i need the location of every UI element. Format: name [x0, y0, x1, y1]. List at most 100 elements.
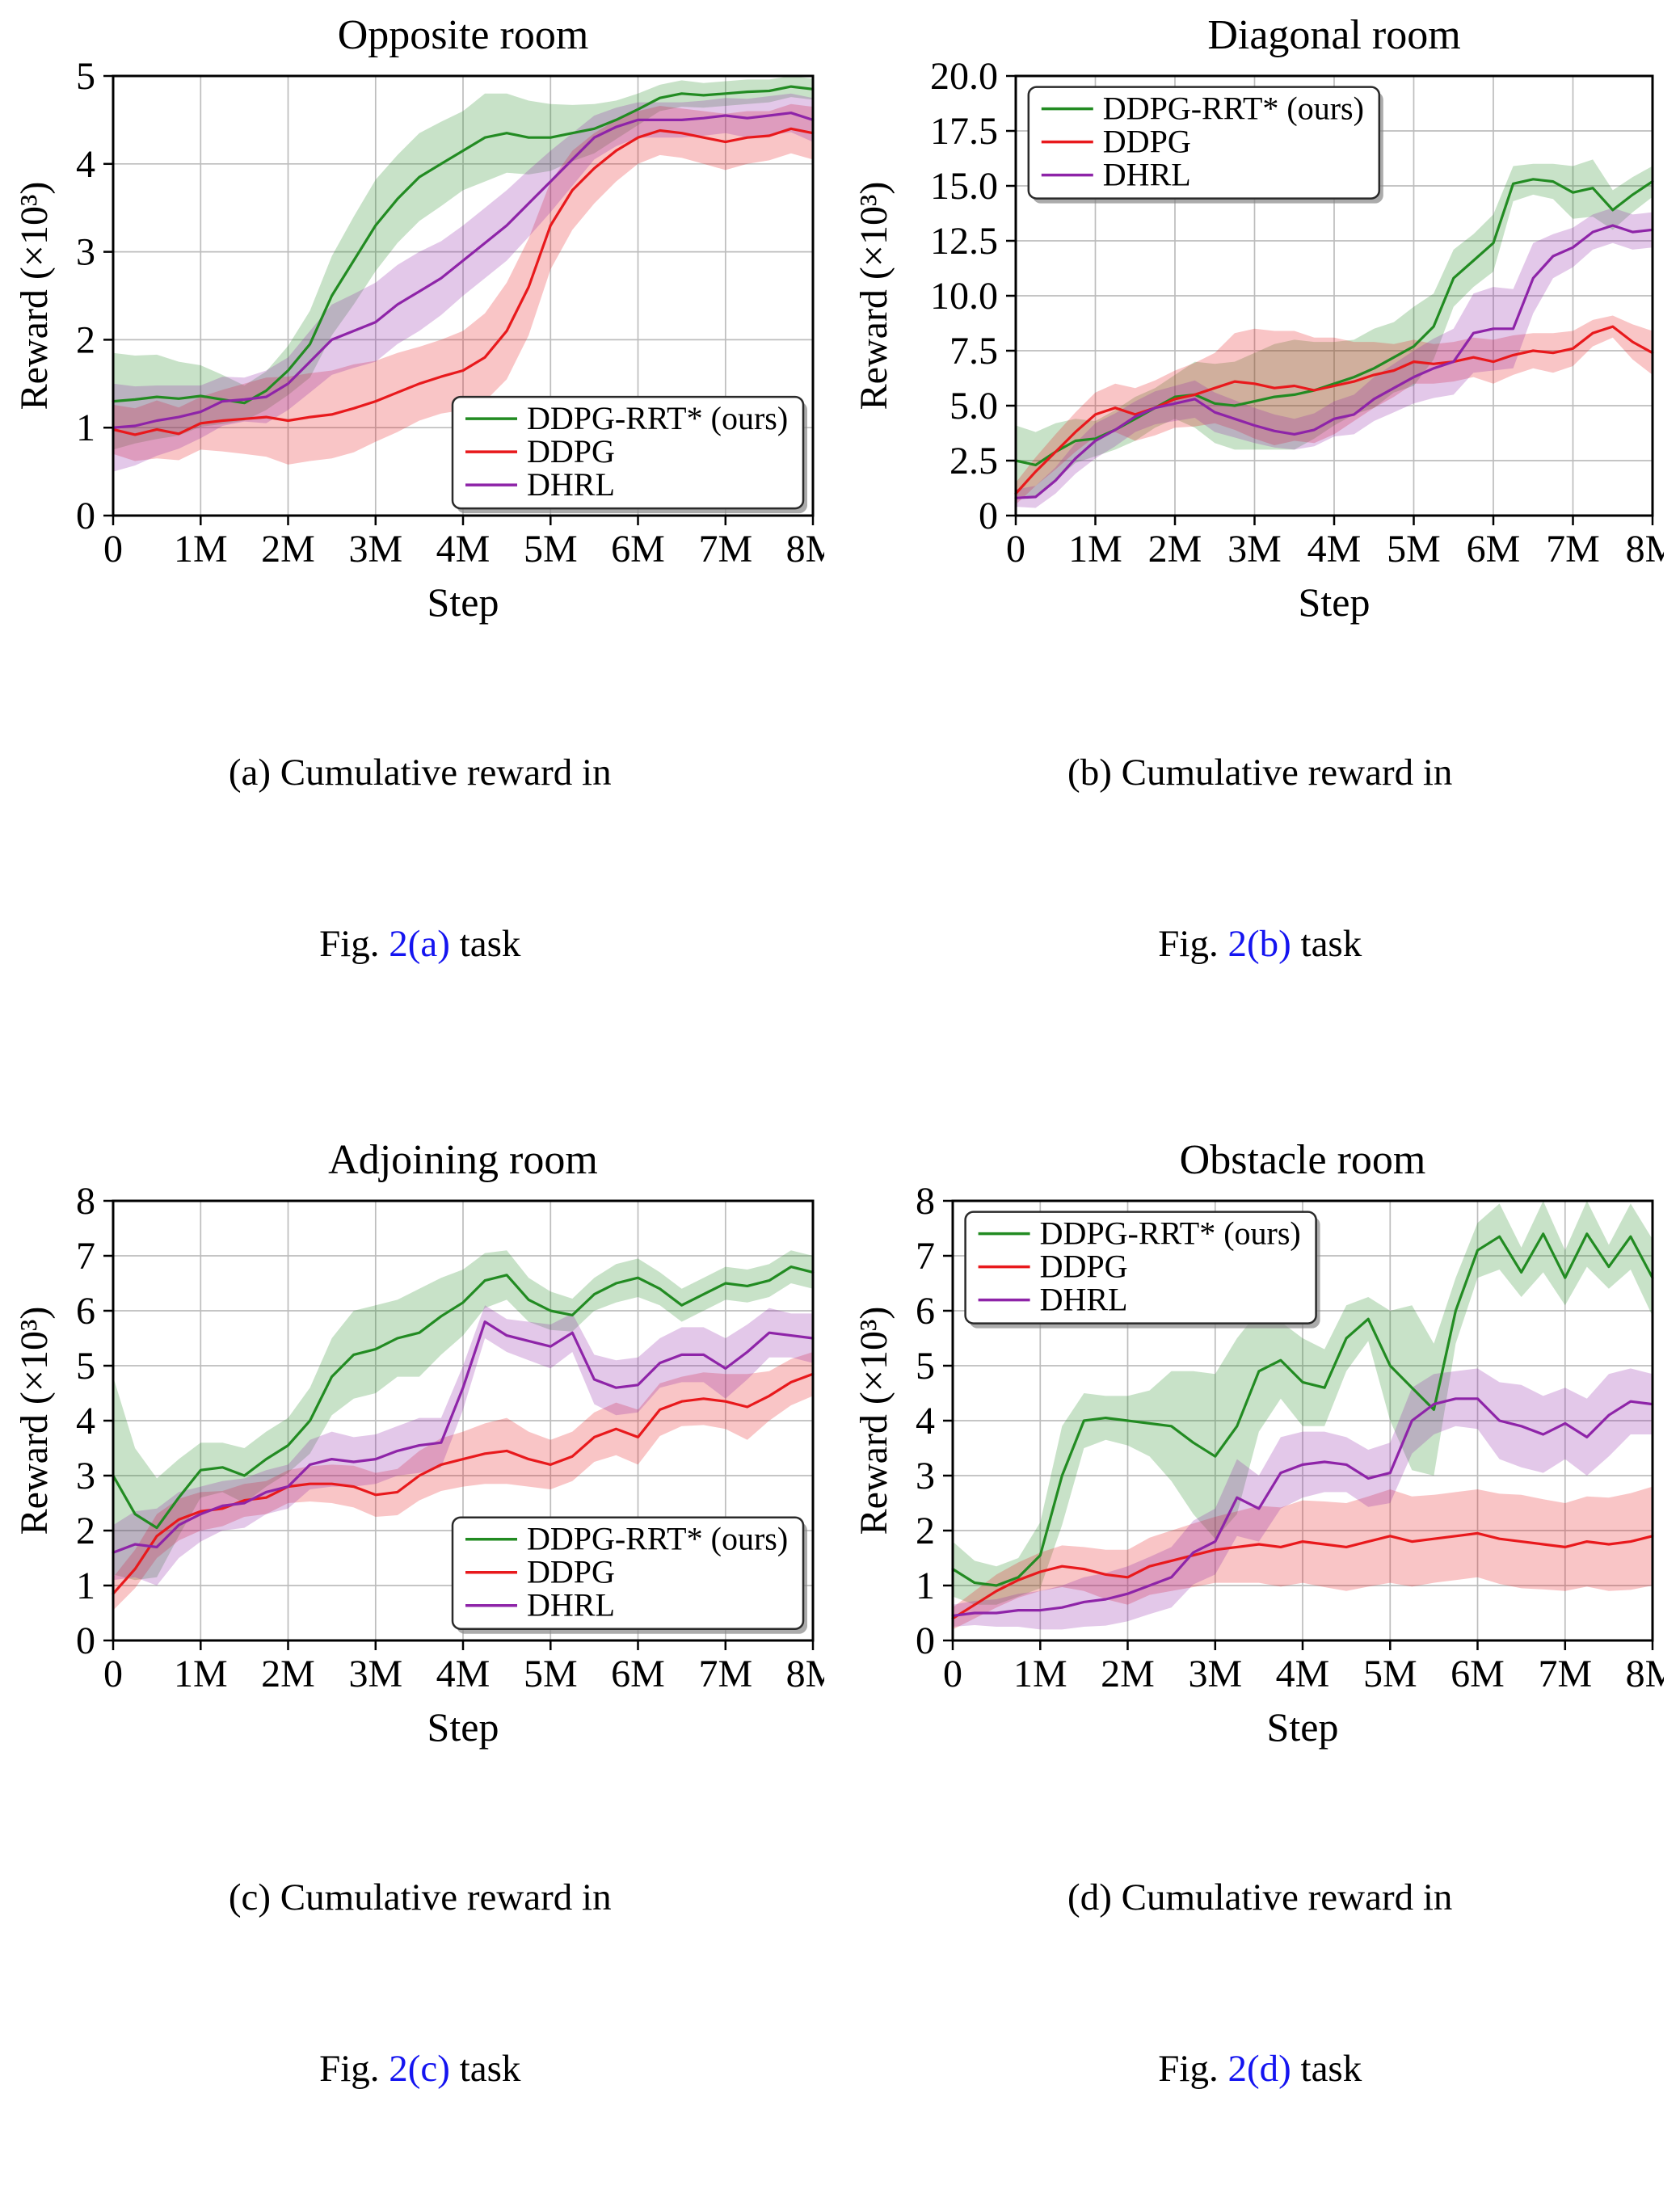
figure-ref-link-2d[interactable]: 2(d) — [1227, 2048, 1291, 2090]
y-tick-label: 3 — [76, 231, 95, 274]
legend-label-dhrl: DHRL — [1040, 1282, 1128, 1318]
legend-label-ddpg-rrt-ours: DDPG-RRT* (ours) — [527, 400, 788, 436]
y-tick-label: 4 — [76, 1400, 95, 1442]
x-axis-label: Step — [427, 1704, 499, 1750]
y-tick-label: 20.0 — [930, 55, 998, 98]
x-tick-label: 4M — [436, 528, 490, 571]
x-tick-label: 4M — [1307, 528, 1362, 571]
figure-ref-link-2c[interactable]: 2(c) — [389, 2048, 450, 2090]
caption-fig-word: Fig. — [1158, 923, 1227, 965]
caption-a-line2: Fig. 2(a) task — [229, 916, 612, 973]
legend-label-ddpg: DDPG — [1040, 1249, 1128, 1285]
y-axis-label: Reward (×10³) — [856, 1307, 895, 1535]
y-tick-label: 7 — [916, 1235, 935, 1278]
x-tick-label: 2M — [1148, 528, 1202, 571]
legend-label-ddpg: DDPG — [527, 433, 615, 470]
caption-fig-word: Fig. — [319, 2048, 389, 2090]
x-tick-label: 3M — [1189, 1653, 1243, 1695]
x-tick-label: 8M — [785, 1653, 823, 1695]
caption-b-line2: Fig. 2(b) task — [1067, 916, 1452, 973]
x-tick-label: 1M — [174, 528, 228, 571]
caption-a: (a) Cumulative reward in Fig. 2(a) task — [229, 630, 612, 1086]
y-tick-label: 3 — [916, 1455, 935, 1497]
legend-label-dhrl: DHRL — [527, 466, 615, 503]
caption-fig-word: Fig. — [319, 923, 389, 965]
y-tick-label: 17.5 — [930, 110, 998, 153]
y-tick-label: 5.0 — [949, 385, 998, 427]
legend-label-dhrl: DHRL — [527, 1587, 615, 1624]
x-tick-label: 7M — [698, 1653, 752, 1695]
y-tick-label: 0 — [979, 495, 998, 537]
y-tick-label: 6 — [916, 1290, 935, 1333]
y-tick-label: 0 — [916, 1619, 935, 1662]
x-tick-label: 2M — [261, 1653, 315, 1695]
y-tick-label: 2.5 — [949, 440, 998, 482]
y-tick-label: 3 — [76, 1455, 95, 1497]
chart-title: Opposite room — [337, 12, 588, 58]
y-tick-label: 5 — [76, 1345, 95, 1388]
y-tick-label: 2 — [916, 1510, 935, 1552]
x-axis-label: Step — [1299, 579, 1371, 625]
x-tick-label: 8M — [785, 528, 823, 571]
y-tick-label: 1 — [76, 406, 95, 449]
caption-d: (d) Cumulative reward in Fig. 2(d) task — [1067, 1755, 1452, 2211]
y-tick-label: 8 — [76, 1180, 95, 1223]
y-tick-label: 15.0 — [930, 165, 998, 208]
figure-ref-link-2a[interactable]: 2(a) — [389, 923, 450, 965]
caption-task-word: task — [1291, 2048, 1362, 2090]
x-tick-label: 3M — [1227, 528, 1282, 571]
y-tick-label: 7.5 — [949, 330, 998, 373]
caption-b-line1: (b) Cumulative reward in — [1067, 744, 1452, 802]
legend-label-ddpg-rrt-ours: DDPG-RRT* (ours) — [527, 1521, 788, 1557]
x-tick-label: 8M — [1626, 1653, 1664, 1695]
y-tick-label: 2 — [76, 318, 95, 361]
chart-title: Obstacle room — [1180, 1137, 1426, 1183]
y-tick-label: 1 — [76, 1565, 95, 1607]
caption-d-line1: (d) Cumulative reward in — [1067, 1869, 1452, 1927]
x-tick-label: 5M — [524, 1653, 578, 1695]
legend-label-ddpg-rrt-ours: DDPG-RRT* (ours) — [1103, 91, 1364, 127]
y-tick-label: 12.5 — [930, 220, 998, 263]
legend-label-dhrl: DHRL — [1103, 157, 1191, 193]
x-tick-label: 4M — [436, 1653, 490, 1695]
y-tick-label: 2 — [76, 1510, 95, 1552]
x-tick-label: 3M — [348, 1653, 402, 1695]
x-axis-label: Step — [427, 579, 499, 625]
chart-title: Adjoining room — [328, 1137, 598, 1183]
y-tick-label: 4 — [76, 143, 95, 186]
y-axis-label: Reward (×10³) — [16, 182, 56, 411]
chart-title: Diagonal room — [1208, 12, 1461, 58]
y-tick-label: 5 — [916, 1345, 935, 1388]
y-axis-label: Reward (×10³) — [856, 182, 895, 411]
y-tick-label: 7 — [76, 1235, 95, 1278]
figure-ref-link-2b[interactable]: 2(b) — [1227, 923, 1291, 965]
x-tick-label: 0 — [1006, 528, 1025, 571]
x-tick-label: 2M — [1101, 1653, 1155, 1695]
caption-b: (b) Cumulative reward in Fig. 2(b) task — [1067, 630, 1452, 1086]
y-axis-label: Reward (×10³) — [16, 1307, 56, 1535]
caption-c-line1: (c) Cumulative reward in — [229, 1869, 612, 1927]
x-tick-label: 0 — [103, 528, 123, 571]
x-tick-label: 5M — [1363, 1653, 1417, 1695]
y-tick-label: 1 — [916, 1565, 935, 1607]
